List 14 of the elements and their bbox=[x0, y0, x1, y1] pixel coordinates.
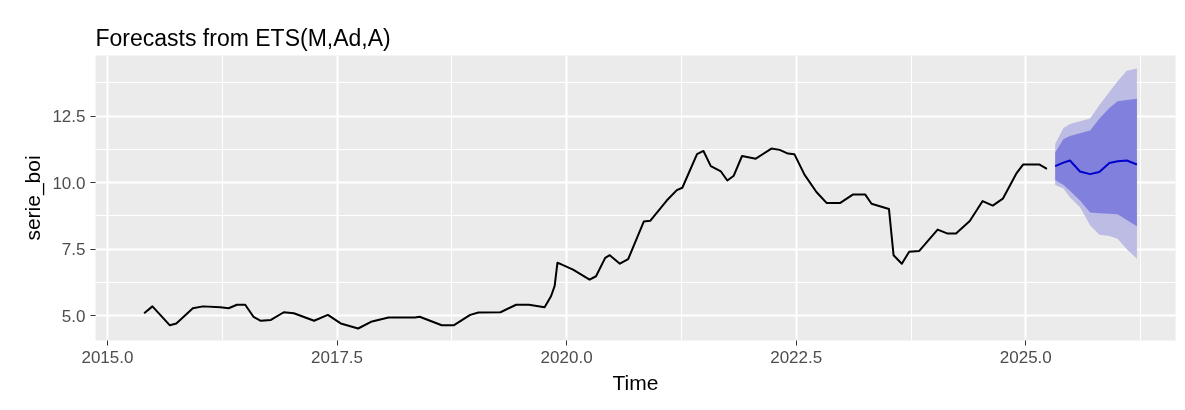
y-tick-label: 5.0 bbox=[61, 306, 86, 326]
x-tick-label: 2020.0 bbox=[540, 347, 593, 367]
x-tick-label: 2025.0 bbox=[999, 347, 1052, 367]
x-tick-label: 2022.5 bbox=[770, 347, 823, 367]
chart-title: Forecasts from ETS(M,Ad,A) bbox=[95, 24, 391, 51]
x-axis-title: Time bbox=[612, 370, 659, 394]
line-series bbox=[1054, 159, 1138, 176]
y-tick-label: 12.5 bbox=[52, 107, 86, 127]
x-tick-label: 2017.5 bbox=[311, 347, 364, 367]
y-tick-label: 10.0 bbox=[52, 173, 86, 193]
x-tick-label: 2015.0 bbox=[81, 347, 134, 367]
y-axis-title: serie_boi bbox=[21, 155, 46, 241]
line-series bbox=[143, 147, 1048, 330]
y-tick-label: 7.5 bbox=[61, 240, 86, 260]
